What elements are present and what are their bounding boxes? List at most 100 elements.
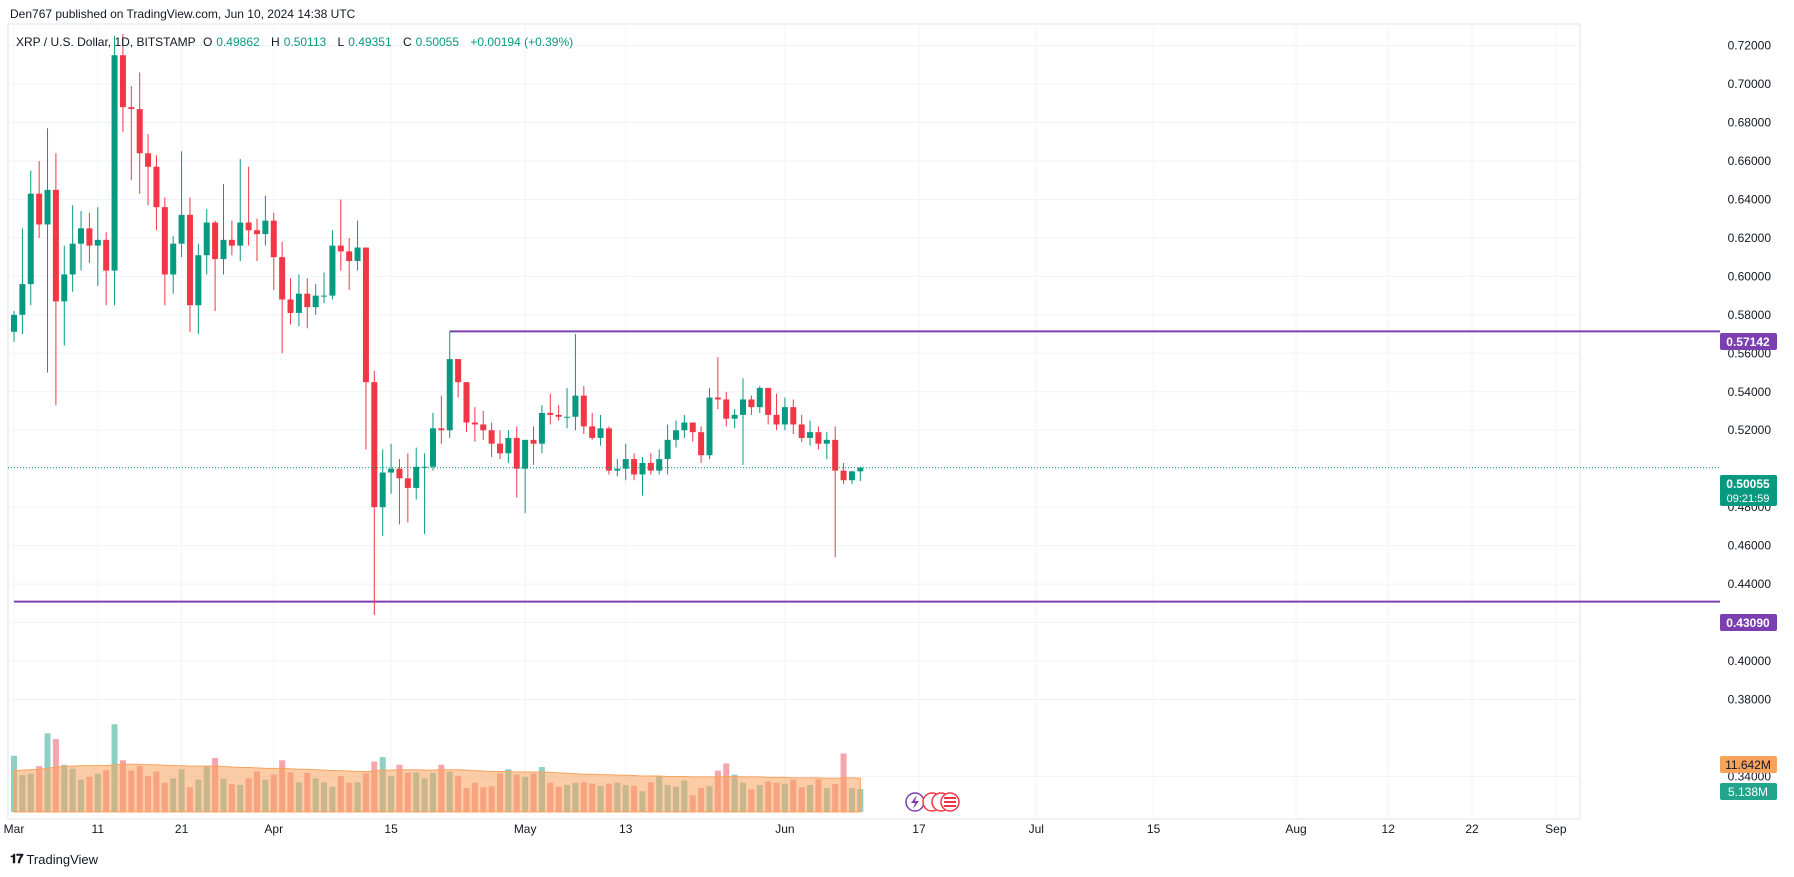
candle-body [245, 222, 252, 231]
time-tick-label: Jul [1029, 822, 1044, 836]
candle-body [798, 424, 805, 438]
time-tick-label: Apr [264, 822, 283, 836]
candle-body [823, 439, 830, 444]
candle-body [254, 230, 261, 235]
horizontal-levels[interactable] [14, 330, 1720, 603]
candle-body [664, 439, 671, 460]
price-tick-label: 0.70000 [1728, 77, 1772, 91]
brand-name: TradingView [26, 851, 99, 867]
candle-body [153, 166, 160, 208]
candle-body [522, 439, 529, 469]
candle-body [564, 416, 571, 418]
price-tick-label: 0.58000 [1728, 308, 1772, 322]
volume-label: 5.138M [1728, 785, 1768, 799]
candle-body [463, 382, 470, 423]
time-tick-label: Aug [1285, 822, 1306, 836]
time-axis[interactable]: Mar 11 21 Apr 15 May 13 Jun 17 Jul 15 Aug 12 22 Sep [4, 822, 1567, 836]
candle-body [631, 459, 638, 475]
candle-body [27, 193, 34, 285]
candle-body [119, 55, 126, 108]
candle-body [748, 399, 755, 408]
candle-body [790, 407, 797, 425]
candle-body [388, 468, 395, 473]
time-tick-label: Jun [775, 822, 794, 836]
price-tick-label: 0.72000 [1728, 39, 1772, 53]
candle-body [36, 193, 43, 225]
volume-badge [1720, 783, 1777, 800]
time-tick-label: 17 [912, 822, 926, 836]
candle-body [287, 299, 294, 313]
price-axis[interactable]: 0.72000 0.70000 0.68000 0.66000 0.64000 0.620… [1728, 39, 1772, 784]
support-badge [1720, 614, 1777, 631]
symbol-label: XRP / U.S. Dollar, 1D, BITSTAMP [16, 35, 196, 49]
last-price-badge [1720, 475, 1777, 506]
candle-body [455, 359, 462, 383]
candle-body [689, 422, 696, 433]
candle-body [312, 295, 319, 308]
event-icons[interactable] [905, 792, 960, 812]
candle-body [220, 239, 227, 260]
candle-body [111, 55, 118, 271]
candle-body [396, 468, 403, 479]
tradingview-logo-icon: 𝟏𝟕 [10, 851, 24, 866]
candle-body [672, 430, 679, 440]
candle-body [212, 222, 219, 260]
price-tick-label: 0.64000 [1728, 192, 1772, 206]
symbol-legend[interactable]: XRP / U.S. Dollar, 1D, BITSTAMP O 0.49862… [16, 35, 577, 49]
candle-body [270, 220, 277, 258]
candle-body [731, 414, 738, 419]
time-tick-label: 13 [619, 822, 633, 836]
candle-body [589, 426, 596, 438]
candle-body [161, 207, 168, 275]
candle-body [371, 382, 378, 508]
candles[interactable] [11, 34, 864, 615]
candle-body [429, 428, 436, 467]
candle-body [488, 430, 495, 444]
resistance-badge [1720, 333, 1777, 350]
candle-body [379, 472, 386, 508]
lightning-glyph [911, 795, 919, 809]
candle-body [61, 274, 68, 302]
candle-body [94, 239, 101, 246]
candle-body [321, 295, 328, 297]
time-tick-label: 22 [1465, 822, 1479, 836]
countdown-label: 09:21:59 [1727, 493, 1770, 505]
candle-body [228, 239, 235, 246]
candle-body [128, 107, 135, 110]
candle-body [857, 467, 864, 472]
candle-body [530, 439, 537, 444]
candle-body [622, 459, 629, 469]
candle-body [656, 459, 663, 471]
price-tick-label: 0.40000 [1728, 654, 1772, 668]
volume-ma-area [13, 763, 861, 813]
candle-body [815, 432, 822, 444]
candle-body [203, 222, 210, 256]
candle-body [446, 359, 453, 431]
candle-body [145, 153, 152, 167]
high-value: 0.50113 [283, 35, 327, 49]
candle-body [195, 255, 202, 306]
candle-body [781, 407, 788, 425]
time-tick-label: 15 [1147, 822, 1161, 836]
price-tick-label: 0.66000 [1728, 154, 1772, 168]
change-value: +0.00194 (+0.39%) [470, 35, 574, 49]
candle-body [69, 243, 76, 275]
volume-ma-badge [1720, 756, 1777, 773]
candle-body [555, 414, 562, 417]
candle-body [471, 422, 478, 425]
candle-body [78, 228, 85, 244]
close-key: C [402, 35, 412, 49]
time-tick-label: Mar [4, 822, 25, 836]
candle-body [681, 422, 688, 431]
tradingview-brand[interactable]: 𝟏𝟕 TradingView [10, 851, 98, 867]
price-tick-label: 0.38000 [1728, 692, 1772, 706]
volume-ma-label: 11.642M [1725, 758, 1771, 772]
time-tick-label: Sep [1545, 822, 1567, 836]
price-tick-label: 0.68000 [1728, 116, 1772, 130]
candle-body [404, 478, 411, 488]
candle-body [337, 245, 344, 252]
candle-body [714, 397, 721, 400]
support-badge-label: 0.43090 [1726, 616, 1770, 630]
